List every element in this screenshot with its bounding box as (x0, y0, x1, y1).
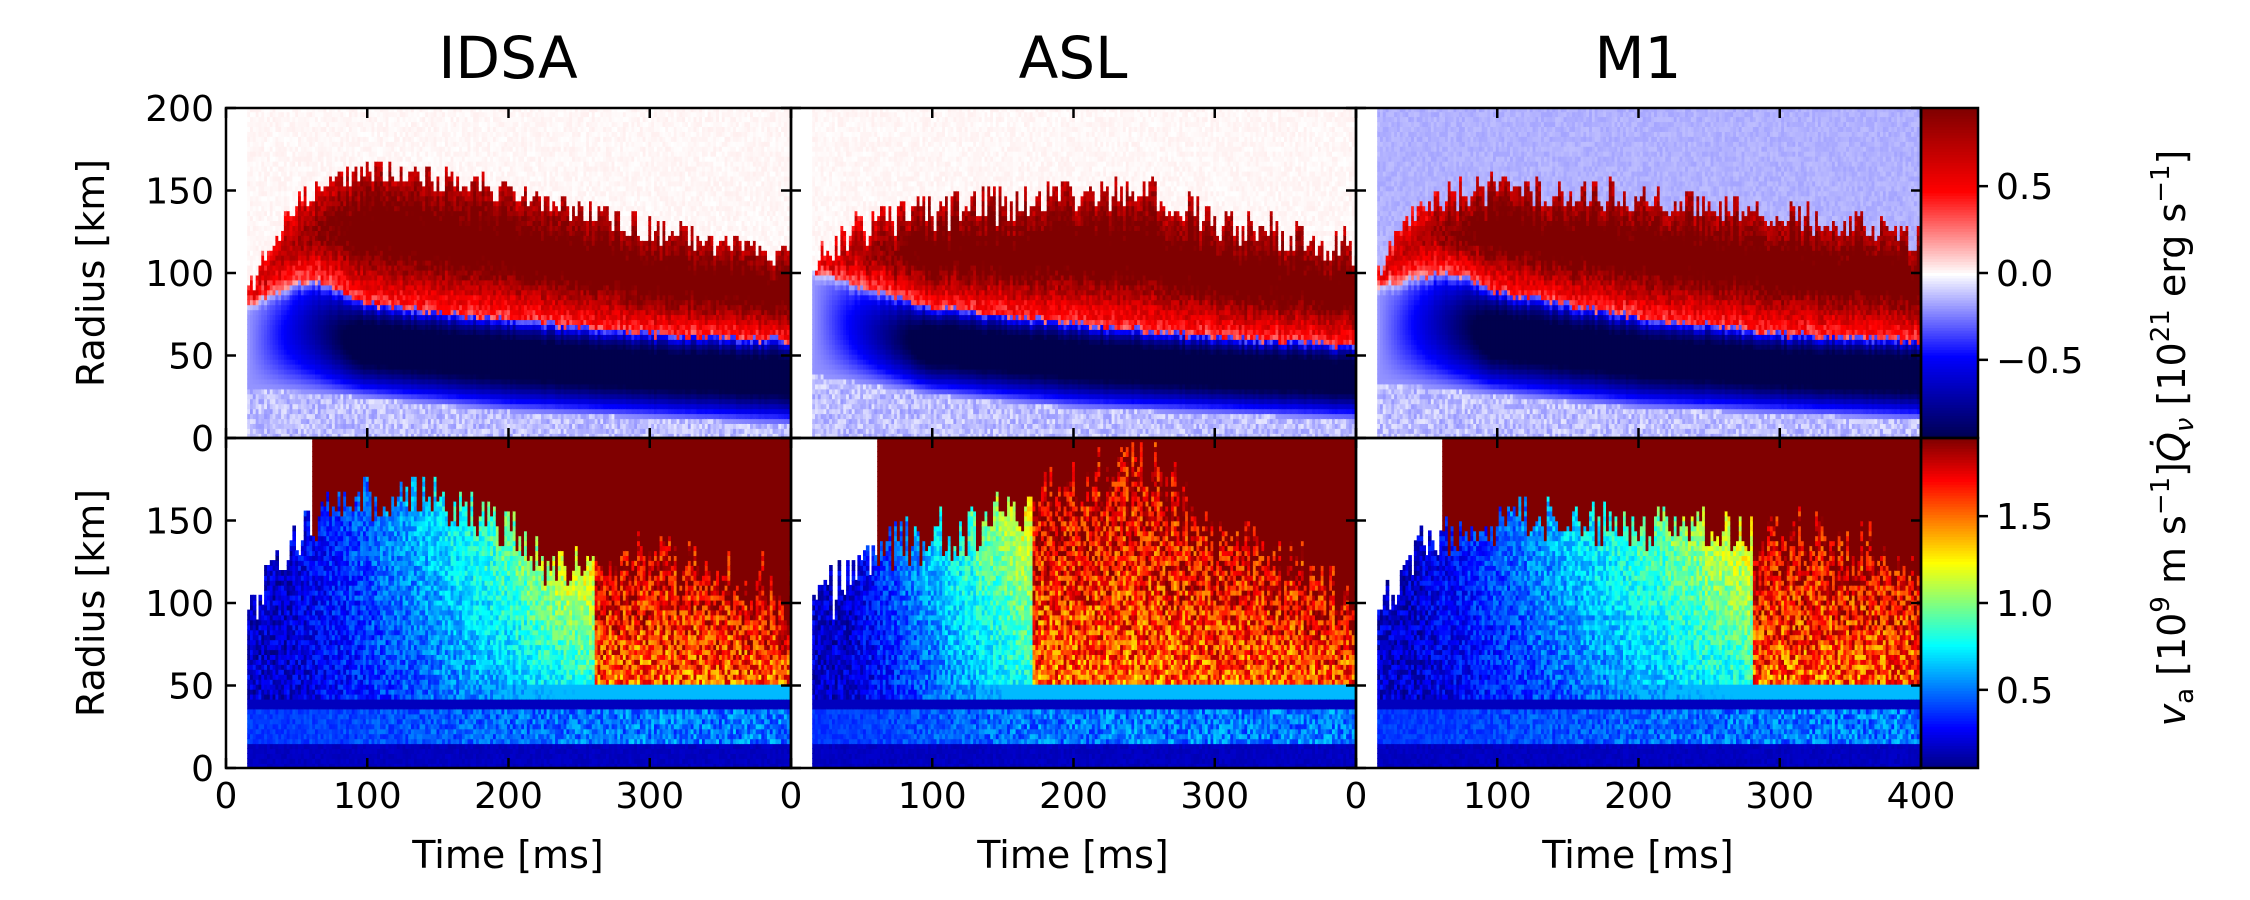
colorbar-label-top-exp: 21 (2146, 309, 2176, 342)
colorbar-tick-label: −0.5 (1996, 341, 2083, 382)
column-title-m1: M1 (1595, 24, 1682, 92)
y-tick-label: 100 (145, 254, 214, 295)
va-map-asl (812, 436, 1358, 768)
x-tick-label: 300 (1745, 776, 1814, 817)
column-title-asl: ASL (1019, 24, 1128, 92)
y-tick-label: 50 (168, 667, 214, 708)
colorbar-label-bottom-end: ] (2150, 462, 2194, 477)
heating-map-asl (812, 106, 1358, 439)
x-axis-label-m1: Time [ms] (1541, 833, 1734, 877)
x-tick-label: 200 (1039, 776, 1108, 817)
x-tick-label: 400 (1887, 776, 1956, 817)
va-map-m1 (1377, 436, 1923, 768)
heating-map-m1 (1377, 106, 1923, 439)
y-tick-label: 200 (145, 89, 214, 130)
colorbar-label-top-end: ] (2150, 150, 2194, 165)
colorbar-label-top-symbol: Q̇ (2150, 432, 2194, 462)
colorbar-va (1921, 438, 1978, 769)
x-tick-label: 0 (1345, 776, 1368, 817)
x-tick-label: 0 (780, 776, 803, 817)
y-tick-label: 0 (191, 749, 214, 790)
y-tick-label: 100 (145, 584, 214, 625)
x-tick-label: 200 (474, 776, 543, 817)
x-tick-label: 100 (1463, 776, 1532, 817)
x-tick-label: 200 (1604, 776, 1673, 817)
x-axis-label-asl: Time [ms] (976, 833, 1169, 877)
y-tick-label: 50 (168, 337, 214, 378)
colorbar-tick-label: 1.5 (1996, 497, 2053, 538)
colorbar-label-top-tail: erg s (2150, 203, 2194, 309)
colorbar-label: va [109 m s−1]Q̇ν [1021 erg s−1] (2146, 150, 2200, 727)
heating-map-idsa (247, 106, 793, 439)
x-tick-label: 0 (215, 776, 238, 817)
va-map-idsa (247, 436, 793, 768)
column-title-idsa: IDSA (438, 24, 578, 92)
colorbar-label-bottom-exp2: −1 (2146, 477, 2176, 515)
y-tick-label: 0 (191, 419, 214, 460)
y-axis-label-top: Radius [km] (69, 159, 113, 387)
colorbar-tick-label: 0.0 (1996, 254, 2053, 295)
x-axis-label-idsa: Time [ms] (411, 833, 604, 877)
colorbar-label-bottom-tail: m s (2150, 515, 2194, 596)
colorbar-label-top-sub: ν (2170, 418, 2200, 433)
colorbar-label-bottom-sub: a (2170, 688, 2200, 704)
colorbar-heating (1921, 108, 1978, 439)
y-tick-label: 150 (145, 502, 214, 543)
colorbar-label-top-rest: [10 (2150, 342, 2194, 417)
y-tick-label: 150 (145, 172, 214, 213)
colorbar-label-top-exp2: −1 (2146, 164, 2176, 202)
colorbar-label-bottom-exp: 9 (2146, 596, 2176, 613)
colorbar-tick-label: 0.5 (1996, 167, 2053, 208)
x-tick-label: 300 (615, 776, 684, 817)
x-tick-label: 100 (898, 776, 967, 817)
x-tick-label: 300 (1180, 776, 1249, 817)
colorbar-label-bottom-rest: [10 (2150, 613, 2194, 688)
colorbar-label-bottom-symbol: v (2150, 703, 2194, 726)
x-tick-label: 100 (333, 776, 402, 817)
colorbar-tick-label: 0.5 (1996, 671, 2053, 712)
colorbar-tick-label: 1.0 (1996, 584, 2053, 625)
y-axis-label-bottom: Radius [km] (69, 489, 113, 717)
